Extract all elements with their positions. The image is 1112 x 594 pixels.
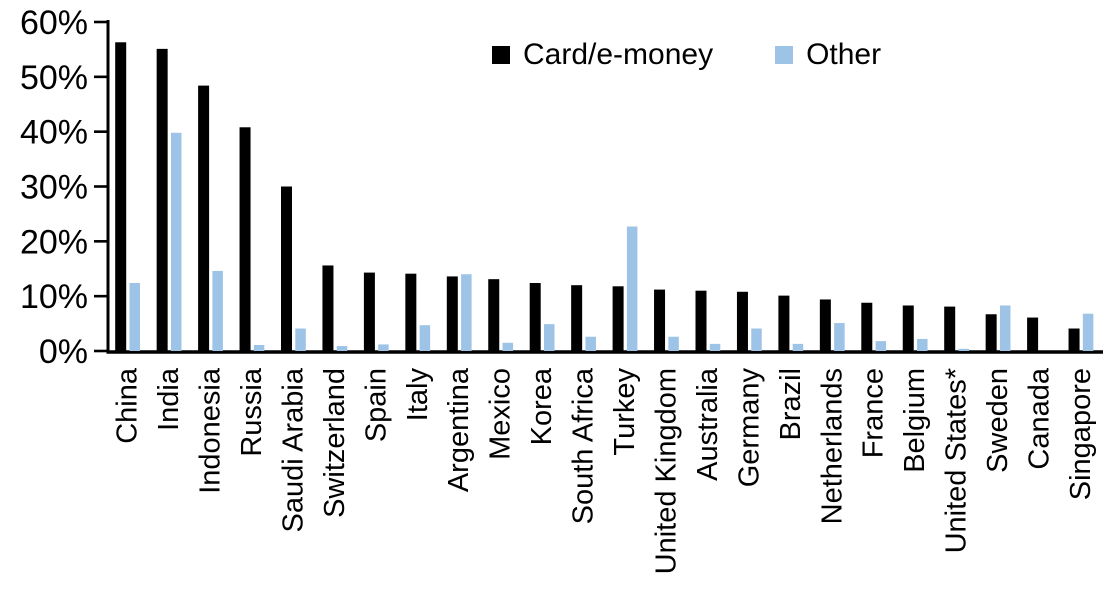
x-axis-label: Indonesia: [195, 367, 227, 494]
bar-card-e-money: [239, 127, 251, 351]
chart-legend: Card/e-money Other: [492, 40, 881, 70]
bar-other: [253, 344, 265, 351]
bar-card-e-money: [1068, 328, 1080, 351]
bar-other: [751, 328, 762, 351]
x-axis-label: Argentina: [443, 367, 475, 492]
bar-card-e-money: [571, 285, 583, 351]
bar-other: [709, 343, 721, 351]
x-axis-label: Germany: [733, 368, 765, 488]
bar-card-e-money: [281, 186, 292, 351]
legend-swatch-other: [775, 46, 794, 64]
bar-other: [212, 270, 223, 351]
bar-card-e-money: [654, 289, 666, 351]
bar-card-e-money: [405, 273, 417, 351]
x-axis-label: Singapore: [1065, 368, 1097, 500]
bar-card-e-money: [363, 272, 375, 351]
bar-card-e-money: [736, 291, 748, 351]
bar-card-e-money: [612, 286, 624, 351]
bar-card-e-money: [778, 295, 790, 351]
bar-card-e-money: [695, 290, 707, 351]
legend-item-other: Other: [775, 40, 881, 70]
legend-label-other: Other: [806, 38, 882, 71]
legend-swatch-card-e-money: [492, 46, 510, 64]
bar-other: [917, 338, 928, 351]
x-axis-label: South Africa: [568, 367, 600, 524]
bar-card-e-money: [156, 48, 168, 351]
y-axis-tick-label: 30%: [20, 169, 88, 207]
x-axis-label: Switzerland: [319, 368, 351, 518]
legend-item-card-e-money: Card/e-money: [492, 40, 713, 70]
bar-card-e-money: [198, 85, 210, 352]
x-axis-label: Sweden: [982, 368, 1014, 473]
y-axis-tick-label: 40%: [20, 114, 88, 152]
y-axis-tick-label: 10%: [20, 278, 88, 316]
bar-card-e-money: [1027, 317, 1039, 351]
x-axis-label: India: [153, 367, 185, 431]
bar-card-e-money: [529, 283, 541, 351]
bar-other: [502, 342, 514, 351]
bar-other: [834, 323, 845, 351]
y-axis-tick-label: 20%: [20, 223, 88, 261]
x-axis-label: Korea: [526, 367, 558, 445]
x-axis-label: France: [858, 368, 890, 458]
bar-other: [875, 341, 887, 351]
x-axis-label: Mexico: [485, 368, 517, 460]
bar-other: [544, 324, 555, 351]
bar-other: [668, 336, 679, 351]
bar-other: [170, 132, 182, 351]
bar-card-e-money: [446, 276, 458, 351]
y-axis-tick-label: 60%: [20, 4, 88, 42]
bar-card-e-money: [819, 299, 831, 351]
y-axis-tick-label: 50%: [20, 59, 88, 97]
bar-card-e-money: [861, 302, 873, 351]
x-axis-label: Canada: [1024, 367, 1056, 469]
x-axis-label: Belgium: [899, 368, 931, 473]
bar-other: [129, 283, 140, 351]
bar-other: [336, 346, 348, 351]
x-axis-label: Russia: [236, 367, 268, 457]
bar-card-e-money: [115, 42, 127, 352]
x-axis-label: Saudi Arabia: [277, 367, 309, 532]
bar-other: [378, 344, 389, 351]
bar-other: [295, 328, 306, 351]
x-axis-label: Spain: [360, 368, 392, 442]
x-axis-label: Brazil: [775, 368, 807, 441]
bar-card-e-money: [488, 279, 500, 351]
x-axis-label: China: [112, 367, 144, 444]
bar-card-e-money: [322, 265, 334, 351]
bar-other: [792, 343, 804, 351]
x-axis-label: Italy: [402, 368, 434, 422]
legend-label-card-e-money: Card/e-money: [523, 38, 714, 71]
x-axis-label: Netherlands: [816, 368, 848, 524]
bar-other: [585, 336, 596, 351]
bar-other: [626, 226, 638, 351]
bar-card-e-money: [902, 305, 914, 351]
bar-other: [958, 348, 969, 351]
x-axis-label: United States*: [941, 368, 973, 553]
bar-other: [1082, 313, 1094, 351]
bar-other: [461, 274, 472, 351]
y-axis-tick-label: 0%: [39, 333, 88, 371]
x-axis-label: United Kingdom: [650, 368, 682, 574]
bar-card-e-money: [944, 306, 956, 351]
bar-other: [999, 305, 1011, 351]
x-axis-label: Australia: [692, 367, 724, 481]
bar-card-e-money: [985, 314, 997, 351]
x-axis-label: Turkey: [609, 368, 641, 456]
bar-other: [419, 325, 431, 351]
